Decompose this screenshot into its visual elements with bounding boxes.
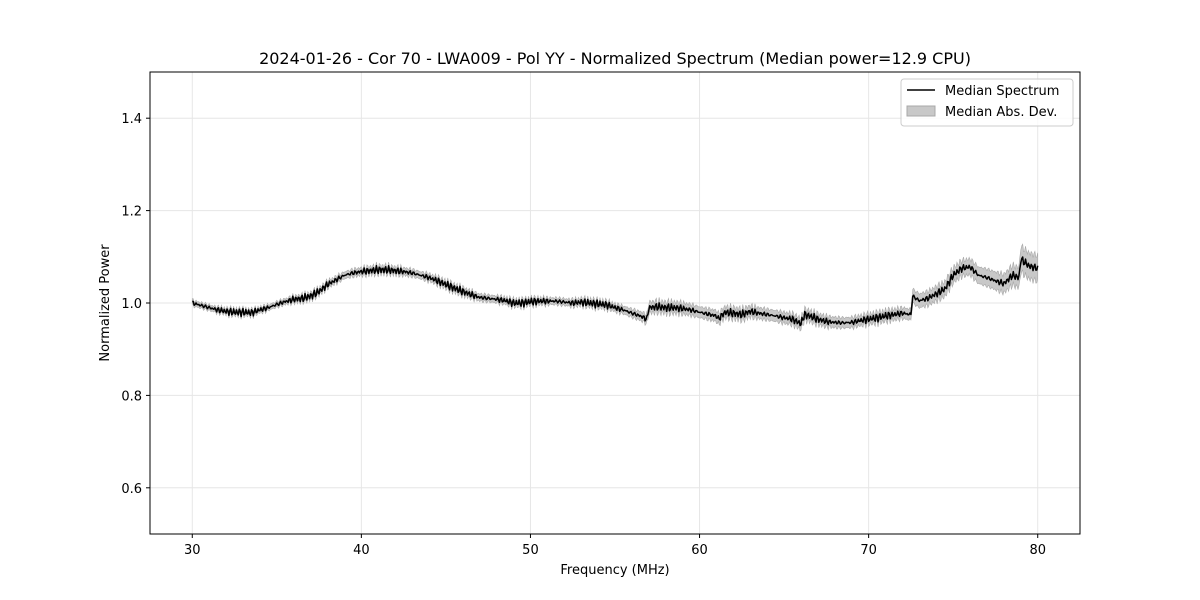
legend: Median Spectrum Median Abs. Dev. [900, 78, 1074, 127]
y-tick-label: 1.4 [121, 112, 142, 127]
x-tick-label: 40 [353, 543, 370, 558]
x-tick-label: 80 [1029, 543, 1046, 558]
mad-band-layer [191, 243, 1039, 332]
legend-box [900, 78, 1074, 127]
y-axis: 0.6 0.8 1.0 1.2 1.4 [121, 112, 150, 497]
mad-band [191, 243, 1039, 332]
chart-title: 2024-01-26 - Cor 70 - LWA009 - Pol YY - … [259, 49, 971, 68]
y-axis-label: Normalized Power [98, 244, 113, 362]
x-tick-label: 60 [691, 543, 708, 558]
legend-label-median-abs-dev: Median Abs. Dev. [945, 105, 1057, 120]
legend-band-swatch [906, 105, 936, 117]
x-axis-label: Frequency (MHz) [560, 563, 669, 578]
y-tick-label: 1.0 [121, 297, 142, 312]
y-tick-label: 0.6 [121, 482, 142, 497]
x-axis: 30 40 50 60 70 80 [184, 534, 1046, 558]
median-line-layer [192, 256, 1039, 327]
x-tick-label: 30 [184, 543, 201, 558]
y-tick-label: 1.2 [121, 205, 142, 220]
legend-label-median-spectrum: Median Spectrum [945, 84, 1059, 99]
y-tick-label: 0.8 [121, 389, 142, 404]
median-spectrum-line [192, 256, 1039, 327]
x-tick-label: 50 [522, 543, 539, 558]
x-tick-label: 70 [860, 543, 877, 558]
